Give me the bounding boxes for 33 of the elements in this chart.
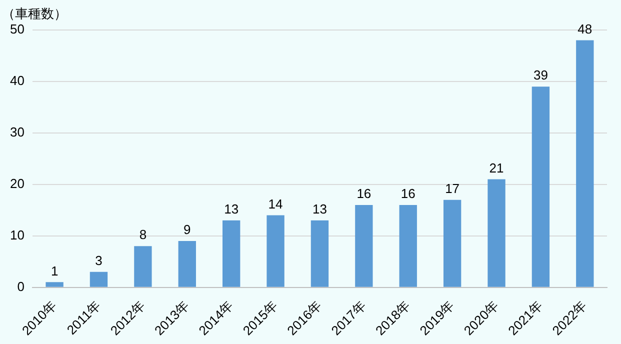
y-tick-label: 40: [10, 73, 24, 88]
bar: [532, 86, 550, 287]
y-tick-label: 0: [17, 278, 24, 294]
data-label: 16: [400, 186, 416, 202]
bar: [443, 200, 462, 287]
data-label: 16: [356, 186, 372, 202]
data-label: 13: [224, 202, 239, 216]
y-axis-title: （車種数）: [2, 6, 67, 22]
bar: [134, 246, 152, 287]
data-label: 21: [489, 160, 504, 176]
y-tick-label: 20: [10, 176, 24, 191]
bar: [355, 204, 373, 287]
bar: [178, 241, 196, 287]
data-label: 14: [268, 196, 283, 212]
data-label: 1: [50, 263, 58, 278]
data-label: 48: [578, 21, 592, 36]
bar: [222, 220, 240, 287]
data-label: 13: [312, 202, 327, 216]
bar: [310, 220, 329, 287]
bar: [576, 40, 594, 287]
bar: [90, 272, 108, 287]
data-label: 39: [533, 68, 548, 83]
data-label: 3: [95, 252, 102, 268]
bar: [399, 204, 417, 287]
bar: [46, 282, 64, 287]
data-label: 9: [184, 222, 191, 238]
bar: [488, 179, 506, 287]
data-label: 17: [445, 180, 460, 196]
y-tick-label: 50: [10, 22, 24, 37]
y-tick-label: 10: [10, 227, 24, 242]
data-label: 8: [139, 227, 147, 242]
y-tick-label: 30: [10, 124, 24, 140]
bar: [266, 215, 284, 287]
